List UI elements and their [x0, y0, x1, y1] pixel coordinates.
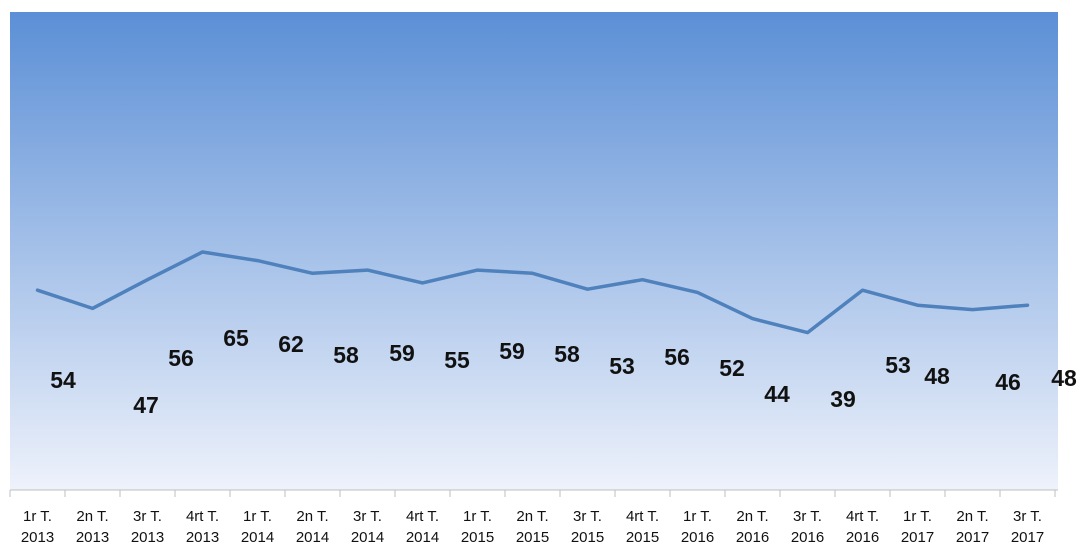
x-tick-label: 1r T. 2013 — [21, 508, 54, 546]
data-labels: 54 47 56 65 62 58 59 55 59 58 53 56 52 44 39 53 48 46 48 — [50, 325, 1077, 418]
data-label: 46 — [995, 369, 1021, 395]
data-label: 59 — [499, 338, 525, 364]
x-tick-label: 1r T. 2015 — [461, 508, 494, 546]
data-label: 53 — [609, 353, 635, 379]
x-tick-label: 3r T. 2017 — [1011, 508, 1044, 546]
x-tick-label: 2n T. 2015 — [516, 508, 549, 546]
data-label: 52 — [719, 355, 745, 381]
data-label: 65 — [223, 325, 249, 351]
x-tick-label: 4rt T. 2013 — [186, 508, 219, 546]
x-tick-label: 3r T. 2016 — [791, 508, 824, 546]
x-tick-label: 4rt T. 2015 — [626, 508, 659, 546]
x-axis-ticks — [9, 490, 1056, 497]
data-label: 39 — [830, 386, 856, 412]
plot-area — [10, 12, 1058, 490]
data-label: 62 — [278, 331, 304, 357]
x-tick-label: 2n T. 2016 — [736, 508, 769, 546]
x-tick-label: 3r T. 2014 — [351, 508, 384, 546]
data-label: 44 — [764, 381, 790, 407]
x-tick-label: 4rt T. 2016 — [846, 508, 879, 546]
data-label: 58 — [554, 341, 580, 367]
data-label: 56 — [664, 344, 690, 370]
x-tick-label: 2n T. 2014 — [296, 508, 329, 546]
data-label: 54 — [50, 367, 76, 393]
x-tick-label: 1r T. 2017 — [901, 508, 934, 546]
data-label: 48 — [924, 363, 950, 389]
x-tick-label: 3r T. 2015 — [571, 508, 604, 546]
x-tick-label: 1r T. 2014 — [241, 508, 274, 546]
data-label: 55 — [444, 347, 470, 373]
data-label: 56 — [168, 345, 194, 371]
data-label: 59 — [389, 340, 415, 366]
x-axis-tick-labels: 1r T. 2013 2n T. 2013 3r T. 2013 4rt T. 2013 1r … — [21, 508, 1044, 546]
x-tick-label: 3r T. 2013 — [131, 508, 164, 546]
x-tick-label: 2n T. 2017 — [956, 508, 989, 546]
x-tick-label: 4rt T. 2014 — [406, 508, 439, 546]
data-label: 58 — [333, 342, 359, 368]
data-label: 53 — [885, 352, 911, 378]
data-label: 47 — [133, 392, 159, 418]
data-label: 48 — [1051, 365, 1077, 391]
x-tick-label: 2n T. 2013 — [76, 508, 109, 546]
x-tick-label: 1r T. 2016 — [681, 508, 714, 546]
series-line — [35, 250, 1030, 335]
